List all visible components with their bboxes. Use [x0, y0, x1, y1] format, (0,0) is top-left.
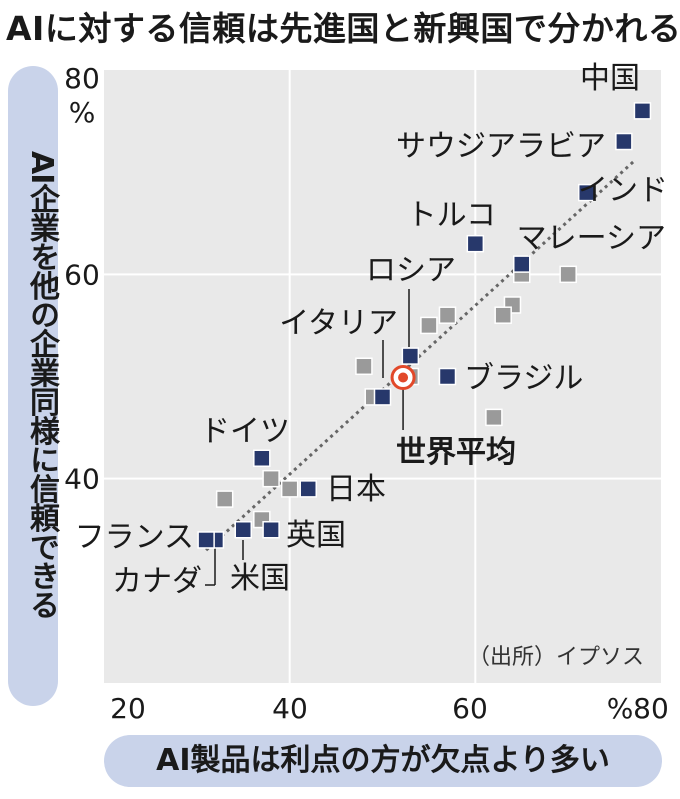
- label-30d630e930b830eb: ブラジル: [464, 361, 583, 396]
- axis-ticks: 20 40 60 80 40 60 80%%: [64, 62, 669, 725]
- other-point: [420, 316, 438, 335]
- chart-title: AIに対する信頼は先進国と新興国で分かれる: [6, 9, 680, 48]
- y-tick-label: 40: [64, 463, 100, 496]
- average-label: 世界平均: [396, 435, 516, 470]
- point-30a430bf30ea30a2: [401, 347, 420, 365]
- label-7c7356fd: 米国: [230, 561, 290, 596]
- other-point: [280, 480, 299, 498]
- other-point: [485, 408, 503, 427]
- highlight-points: [197, 102, 652, 549]
- x-tick-label: 80: [633, 692, 669, 725]
- point-30a430f330c9: [577, 183, 596, 202]
- other-point: [494, 306, 512, 324]
- x-tick-label: 40: [272, 692, 308, 725]
- label-30a430f330c9: インド: [578, 173, 668, 208]
- y-tick-label: 60: [64, 258, 100, 291]
- other-point: [559, 265, 577, 284]
- label-leader-lines: [205, 289, 410, 586]
- label-30c830eb30b3: トルコ: [407, 198, 496, 233]
- x-axis-label: AI製品は利点の方が欠点より多い: [156, 743, 610, 778]
- label-30ab30ca30c0: カナダ: [112, 564, 202, 599]
- y-tick-label: 80: [64, 62, 100, 95]
- x-tick-label: 20: [110, 692, 146, 725]
- source-note: （出所）イプソス: [468, 645, 644, 670]
- trend-line: [205, 160, 635, 552]
- label-82f156fd: 英国: [286, 518, 346, 553]
- other-point: [438, 306, 457, 324]
- average-point-inner: [398, 372, 409, 383]
- label-30a430bf30ea30a2: イタリア: [279, 306, 398, 341]
- point-82f156fd: [262, 521, 280, 539]
- point-4e2d56fd: [633, 102, 652, 120]
- point-7c7356fd: [234, 521, 252, 539]
- point-30c930a430c4: [253, 449, 271, 467]
- point-30de30ec30fc30b730a2: [513, 255, 531, 273]
- x-axis-label-pill: [104, 735, 662, 787]
- label-30b530a630b830a230e930d330a2: サウジアラビア: [396, 129, 606, 164]
- label-30c930a430c4: ドイツ: [200, 414, 290, 449]
- point-30d630e930b830eb: [438, 367, 457, 386]
- other-point: [215, 490, 234, 508]
- y-unit-label: %: [69, 96, 96, 129]
- label-65e5672c: 日本: [326, 472, 386, 507]
- other-point: [262, 469, 280, 488]
- x-tick-label: 60: [452, 692, 488, 725]
- label-30ed30b730a2: ロシア: [366, 253, 456, 288]
- point-30b530a630b830a230e930d330a2: [615, 132, 633, 151]
- point-30ed30b730a2: [373, 388, 392, 406]
- average-marker: 世界平均: [390, 365, 516, 470]
- label-4e2d56fd: 中国: [580, 61, 640, 96]
- label-30d530e930f330b9: フランス: [75, 520, 194, 555]
- other-point: [355, 357, 373, 376]
- point-65e5672c: [299, 480, 317, 498]
- y-axis-label: AI企業を他の企業同様に信頼できる: [24, 151, 59, 619]
- y-axis-label-pill: [8, 66, 58, 706]
- x-unit-label: %: [607, 692, 634, 725]
- point-30d530e930f330b9: [197, 531, 215, 549]
- point-30c830eb30b3: [466, 234, 485, 253]
- label-30de30ec30fc30b730a2: マレーシア: [517, 221, 666, 256]
